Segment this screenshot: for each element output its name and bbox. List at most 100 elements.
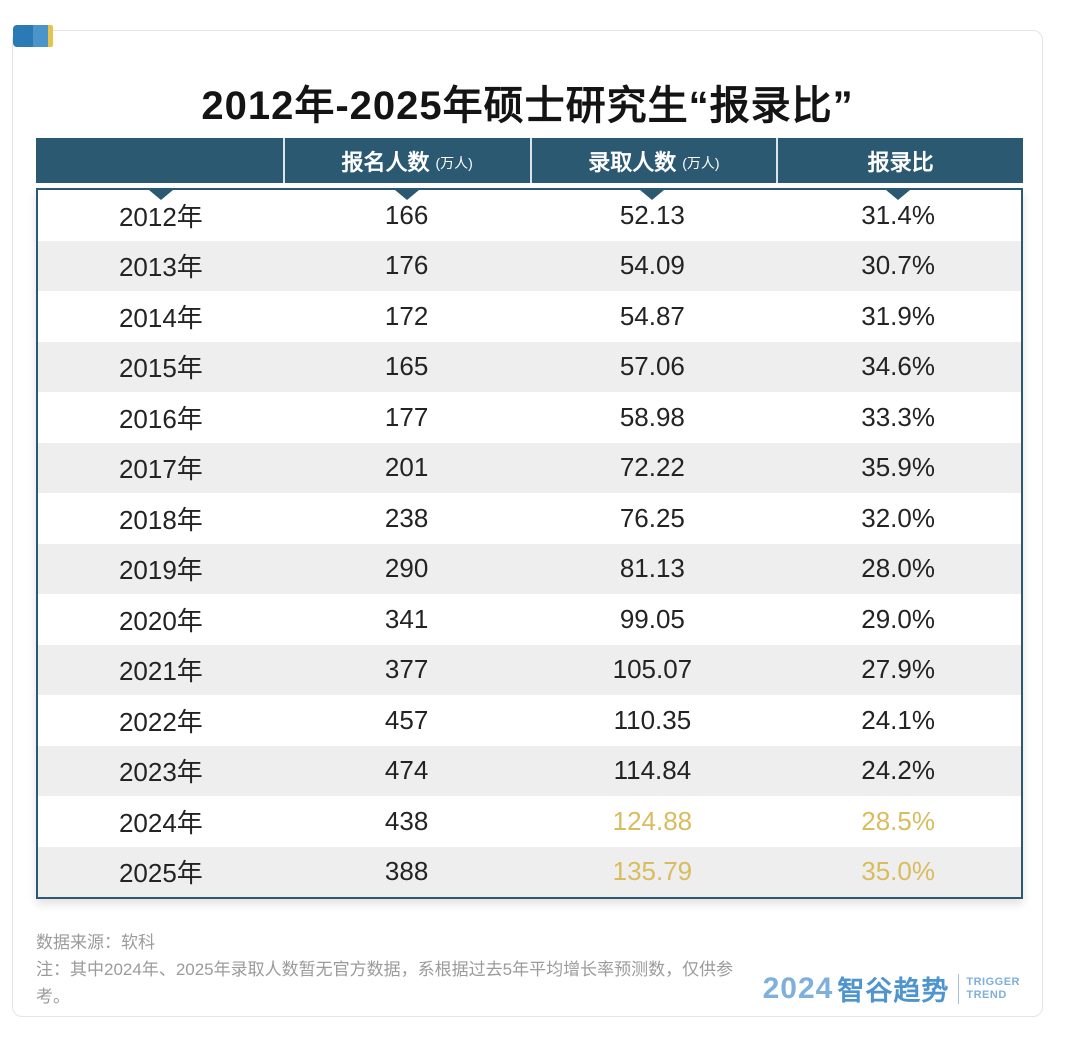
corner-bookmark-icon xyxy=(13,25,53,47)
ratio-cell: 27.9% xyxy=(861,654,935,685)
admitted-cell: 135.79 xyxy=(612,856,693,887)
ratio-cell: 24.2% xyxy=(861,755,935,786)
year-cell: 2020年 xyxy=(118,605,203,636)
year-cell: 2013年 xyxy=(118,252,203,283)
ratio-cell: 28.5% xyxy=(861,805,935,836)
year-cell: 2012年 xyxy=(118,201,203,232)
content-card: 2012年-2025年硕士研究生“报录比” 报名人数 (万人) 录取人数 (万人… xyxy=(12,30,1043,1017)
applicants-cell: 474 xyxy=(384,755,429,786)
table-row: 2018年 238 76.25 32.0% xyxy=(38,493,1021,544)
col-header-admitted-label: 录取人数 xyxy=(588,149,677,175)
table-row: 2012年 166 52.13 31.4% xyxy=(38,190,1021,241)
logo-divider xyxy=(958,973,960,1004)
table-rows: 2012年 166 52.13 31.4% 2013年 176 54.09 30.7% 2014… xyxy=(38,190,1021,897)
ratio-cell: 35.9% xyxy=(861,452,935,483)
header-pointer-icon xyxy=(394,190,419,200)
admitted-cell: 52.13 xyxy=(619,199,685,230)
year-cell: 2024年 xyxy=(118,807,203,838)
ratio-cell: 24.1% xyxy=(861,704,935,735)
admitted-cell: 105.07 xyxy=(612,654,693,685)
ratio-cell: 34.6% xyxy=(861,351,935,382)
table-row: 2017年 201 72.22 35.9% xyxy=(38,442,1021,493)
table-row: 2019年 290 81.13 28.0% xyxy=(38,543,1021,594)
applicants-cell: 201 xyxy=(384,452,429,483)
bookmark-segment-dark-blue xyxy=(13,25,33,47)
applicants-cell: 172 xyxy=(384,300,429,331)
table-row: 2025年 388 135.79 35.0% xyxy=(38,846,1021,897)
logo-tagline-line1: TRIGGER xyxy=(966,975,1020,988)
col-header-ratio-label: 报录比 xyxy=(867,149,934,175)
bookmark-segment-yellow xyxy=(48,25,53,47)
applicants-cell: 165 xyxy=(384,351,429,382)
admitted-cell: 54.09 xyxy=(619,250,685,281)
ratio-cell: 32.0% xyxy=(861,502,935,533)
data-source-text: 数据来源：软科 xyxy=(36,933,155,952)
admitted-cell: 110.35 xyxy=(613,704,692,735)
table-row: 2024年 438 124.88 28.5% xyxy=(38,796,1021,847)
applicants-cell: 388 xyxy=(384,856,429,887)
page-title: 2012年-2025年硕士研究生“报录比” xyxy=(201,84,854,128)
year-cell: 2015年 xyxy=(118,353,203,384)
col-header-ratio: 报录比 xyxy=(776,138,1023,183)
ratio-cell: 31.9% xyxy=(861,300,935,331)
applicants-cell: 177 xyxy=(384,401,429,432)
ratio-cell: 30.7% xyxy=(861,250,935,281)
ratio-cell: 29.0% xyxy=(861,603,935,634)
col-header-admitted: 录取人数 (万人) xyxy=(529,138,777,183)
applicants-cell: 176 xyxy=(384,250,429,281)
logo-tagline: TRIGGER TREND xyxy=(966,976,1020,1002)
logo-tagline-line2: TREND xyxy=(966,988,1007,1001)
logo-year-text: 2024 xyxy=(762,971,834,1005)
admitted-cell: 58.98 xyxy=(619,401,685,432)
applicants-cell: 290 xyxy=(384,553,429,584)
header-pointer-icon xyxy=(886,190,911,200)
admitted-cell: 81.13 xyxy=(619,553,685,584)
year-cell: 2014年 xyxy=(118,302,203,333)
admitted-cell: 76.25 xyxy=(619,502,685,533)
admitted-cell: 114.84 xyxy=(613,755,692,786)
ratio-cell: 35.0% xyxy=(861,856,935,887)
admitted-cell: 124.88 xyxy=(612,805,693,836)
table-row: 2022年 457 110.35 24.1% xyxy=(38,695,1021,746)
table-row: 2013年 176 54.09 30.7% xyxy=(38,240,1021,291)
note-text: 注：其中2024年、2025年录取人数暂无官方数据，系根据过去5年平均增长率预测… xyxy=(36,960,734,1006)
footnote: 数据来源：软科 注：其中2024年、2025年录取人数暂无官方数据，系根据过去5… xyxy=(36,929,756,1010)
col-header-year xyxy=(36,138,283,183)
year-cell: 2017年 xyxy=(118,454,203,485)
table-body: 2012年 166 52.13 31.4% 2013年 176 54.09 30.7% 2014… xyxy=(36,188,1023,899)
year-cell: 2025年 xyxy=(118,858,203,889)
logo-brand-text: 智谷趋势 xyxy=(837,976,950,1006)
applicants-cell: 341 xyxy=(384,603,429,634)
admitted-cell: 72.22 xyxy=(619,452,685,483)
applicants-cell: 438 xyxy=(384,805,429,836)
header-pointer-icon xyxy=(640,190,665,200)
table-header-row: 报名人数 (万人) 录取人数 (万人) 报录比 xyxy=(36,138,1023,183)
bookmark-segment-light-blue xyxy=(33,25,48,47)
header-pointer-icon xyxy=(148,190,173,200)
ratio-cell: 31.4% xyxy=(861,199,935,230)
admitted-cell: 54.87 xyxy=(619,300,685,331)
table-row: 2021年 377 105.07 27.9% xyxy=(38,644,1021,695)
ratio-cell: 33.3% xyxy=(861,401,935,432)
table-row: 2015年 165 57.06 34.6% xyxy=(38,341,1021,392)
ratio-cell: 28.0% xyxy=(861,553,935,584)
col-header-applicants-unit: (万人) xyxy=(435,154,473,171)
table-row: 2016年 177 58.98 33.3% xyxy=(38,392,1021,443)
applicants-cell: 377 xyxy=(384,654,429,685)
admitted-cell: 57.06 xyxy=(619,351,685,382)
applicants-cell: 166 xyxy=(384,199,429,230)
col-header-applicants-label: 报名人数 xyxy=(341,149,430,175)
table-row: 2020年 341 99.05 29.0% xyxy=(38,594,1021,645)
col-header-admitted-unit: (万人) xyxy=(682,154,720,171)
year-cell: 2022年 xyxy=(118,706,203,737)
applicants-cell: 238 xyxy=(384,502,429,533)
year-cell: 2016年 xyxy=(118,403,203,434)
year-cell: 2023年 xyxy=(118,757,203,788)
admitted-cell: 99.05 xyxy=(619,603,685,634)
year-cell: 2019年 xyxy=(118,555,203,586)
col-header-applicants: 报名人数 (万人) xyxy=(282,138,530,183)
brand-logo: 2024 智谷趋势 TRIGGER TREND xyxy=(763,969,1020,1008)
table-row: 2014年 172 54.87 31.9% xyxy=(38,291,1021,342)
table-row: 2023年 474 114.84 24.2% xyxy=(38,745,1021,796)
